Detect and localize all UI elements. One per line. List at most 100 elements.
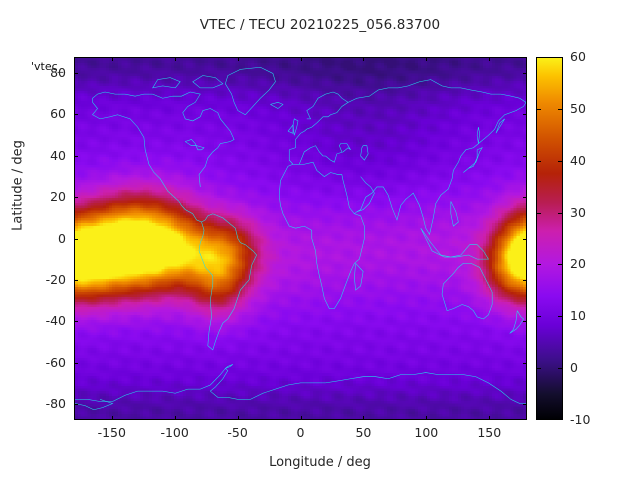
x-tick — [111, 57, 113, 61]
vtec-heatmap — [75, 58, 526, 419]
coastline-path — [361, 146, 369, 160]
x-axis-title: Longitude / deg — [269, 455, 371, 470]
colorbar-tick — [536, 212, 541, 214]
colorbar-tick — [536, 108, 541, 110]
y-tick — [74, 238, 78, 240]
coastline-overlay — [75, 58, 526, 419]
x-tick — [426, 416, 428, 420]
coastline-path — [451, 201, 459, 226]
y-tick-label: -20 — [45, 271, 66, 287]
y-tick-label: -60 — [45, 354, 66, 370]
coastline-path — [153, 78, 181, 88]
y-tick-label: 80 — [50, 64, 66, 80]
x-tick-label: 50 — [355, 425, 372, 440]
x-tick — [237, 57, 239, 61]
colorbar-gradient — [537, 58, 562, 419]
coastline-path — [75, 399, 113, 409]
colorbar-tick — [558, 316, 563, 318]
x-tick — [174, 57, 176, 61]
y-tick — [523, 238, 527, 240]
y-tick — [74, 404, 78, 406]
x-tick-label: 150 — [477, 425, 502, 440]
stray-vtec-label: 'vtec_ — [31, 60, 64, 73]
colorbar-tick — [558, 160, 563, 162]
coastline-path — [93, 102, 202, 222]
y-tick — [74, 72, 78, 74]
y-tick-label: 0 — [58, 230, 66, 246]
coastline-path — [270, 102, 283, 108]
coastline-path — [193, 76, 223, 88]
coastline-path — [348, 80, 526, 103]
x-tick — [237, 416, 239, 420]
coastline-path — [442, 263, 492, 319]
colorbar-tick-label: -10 — [570, 412, 591, 427]
colorbar-tick — [536, 264, 541, 266]
x-tick — [300, 57, 302, 61]
y-tick — [523, 279, 527, 281]
x-tick — [363, 416, 365, 420]
colorbar-tick-label: 20 — [570, 256, 586, 272]
coastline-path — [185, 139, 204, 149]
coastline-path — [421, 228, 489, 259]
y-tick-label: -80 — [45, 396, 66, 412]
colorbar-tick-label: 40 — [570, 152, 586, 168]
coastline-path — [354, 263, 363, 290]
colorbar-tick-label: 60 — [570, 49, 586, 64]
y-tick — [74, 362, 78, 364]
x-tick — [111, 416, 113, 420]
colorbar[interactable] — [536, 57, 563, 420]
y-tick — [523, 72, 527, 74]
coastline-path — [354, 102, 526, 234]
x-tick-label: 100 — [414, 425, 439, 440]
coastline-path — [288, 125, 293, 133]
y-tick-label: 60 — [50, 106, 66, 122]
colorbar-tick-label: 10 — [570, 308, 586, 324]
y-tick — [523, 404, 527, 406]
coastline-path — [225, 67, 275, 114]
y-tick — [523, 197, 527, 198]
x-tick-label: 0 — [296, 425, 305, 440]
coastline-path — [225, 364, 233, 368]
colorbar-tick — [558, 108, 563, 110]
colorbar-tick-label: 50 — [570, 100, 586, 116]
colorbar-tick — [558, 368, 563, 370]
y-tick — [523, 321, 527, 323]
y-tick — [74, 114, 78, 116]
x-tick-label: -50 — [227, 425, 248, 440]
y-tick — [74, 155, 78, 157]
y-tick — [74, 197, 78, 198]
x-tick-label: -100 — [160, 425, 189, 440]
y-tick — [523, 155, 527, 157]
x-tick-label: -150 — [97, 425, 126, 440]
coastline-path — [357, 177, 375, 212]
y-tick-label: -40 — [45, 313, 66, 329]
y-tick — [523, 362, 527, 364]
coastline-path — [279, 162, 364, 308]
colorbar-tick-label: 0 — [570, 360, 578, 376]
y-tick — [74, 279, 78, 281]
y-axis-title: Latitude / deg — [10, 140, 26, 231]
x-tick — [489, 416, 491, 420]
coastline-path — [496, 119, 505, 133]
x-tick — [489, 57, 491, 61]
figure-title: VTEC / TECU 20210225_056.83700 — [199, 17, 441, 33]
map-plot-area[interactable] — [74, 57, 527, 420]
y-tick — [523, 114, 527, 116]
coastline-path — [93, 92, 235, 187]
coastline-path — [289, 92, 348, 150]
coastline-path — [75, 368, 526, 403]
y-tick-label: 20 — [50, 189, 66, 204]
colorbar-tick — [558, 264, 563, 266]
x-tick — [300, 416, 302, 420]
colorbar-tick — [536, 316, 541, 318]
coastline-path — [293, 119, 298, 136]
coastline-path — [289, 144, 350, 165]
x-tick — [363, 57, 365, 61]
coastline-path — [463, 148, 482, 173]
coastline-path — [477, 127, 480, 144]
colorbar-tick — [536, 160, 541, 162]
colorbar-tick-label: 30 — [570, 204, 586, 220]
x-tick — [174, 416, 176, 420]
y-tick-label: 40 — [50, 147, 66, 163]
